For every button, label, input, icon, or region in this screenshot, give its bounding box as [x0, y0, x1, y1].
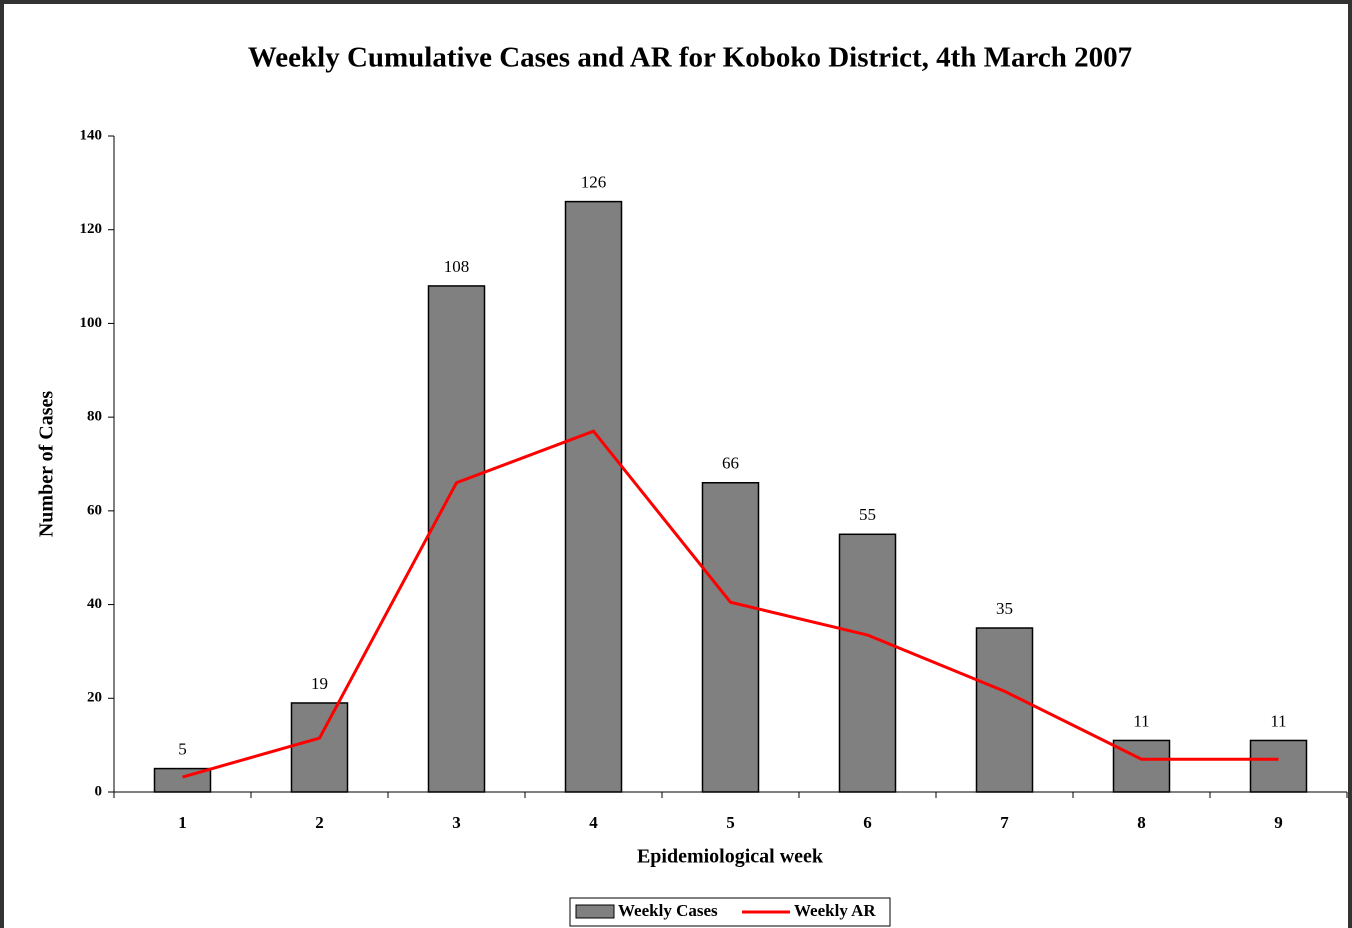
x-tick-label: 2 [315, 813, 324, 832]
x-tick-label: 4 [589, 813, 598, 832]
x-tick-label: 1 [178, 813, 187, 832]
bar-value-label: 5 [178, 739, 187, 758]
bar-value-label: 19 [311, 674, 328, 693]
bar [975, 627, 1034, 793]
bar [701, 481, 760, 793]
y-tick-label: 140 [80, 127, 103, 143]
y-tick-label: 60 [87, 502, 102, 518]
bar [838, 533, 897, 793]
x-tick-label: 9 [1274, 813, 1283, 832]
bar-value-label: 55 [859, 505, 876, 524]
chart-title: Weekly Cumulative Cases and AR for Kobok… [248, 42, 1132, 74]
bar-value-label: 108 [444, 257, 470, 276]
bar [1249, 739, 1308, 793]
y-tick-label: 0 [95, 783, 103, 799]
x-tick-label: 3 [452, 813, 461, 832]
y-tick-label: 20 [87, 690, 102, 706]
legend-box [569, 897, 891, 927]
x-tick-label: 7 [1000, 813, 1009, 832]
bar-value-label: 11 [1133, 711, 1149, 730]
legend-label: Weekly Cases [618, 901, 718, 920]
bar [564, 200, 623, 793]
line-series [182, 429, 1279, 779]
bar-value-label: 126 [581, 173, 607, 192]
y-tick-label: 100 [80, 315, 103, 331]
bar-value-label: 66 [722, 454, 739, 473]
x-tick-label: 5 [726, 813, 735, 832]
y-tick-label: 120 [80, 221, 103, 237]
x-tick-label: 8 [1137, 813, 1146, 832]
bar [427, 285, 486, 793]
legend-label: Weekly AR [794, 901, 876, 920]
legend-swatch [575, 904, 615, 919]
bar [290, 702, 349, 793]
x-tick-label: 6 [863, 813, 872, 832]
y-axis-label: Number of Cases [36, 391, 58, 538]
y-tick-label: 40 [87, 596, 102, 612]
bar-value-label: 35 [996, 599, 1013, 618]
bar-value-label: 11 [1270, 711, 1286, 730]
y-tick-label: 80 [87, 409, 102, 425]
x-axis-label: Epidemiological week [637, 846, 824, 868]
